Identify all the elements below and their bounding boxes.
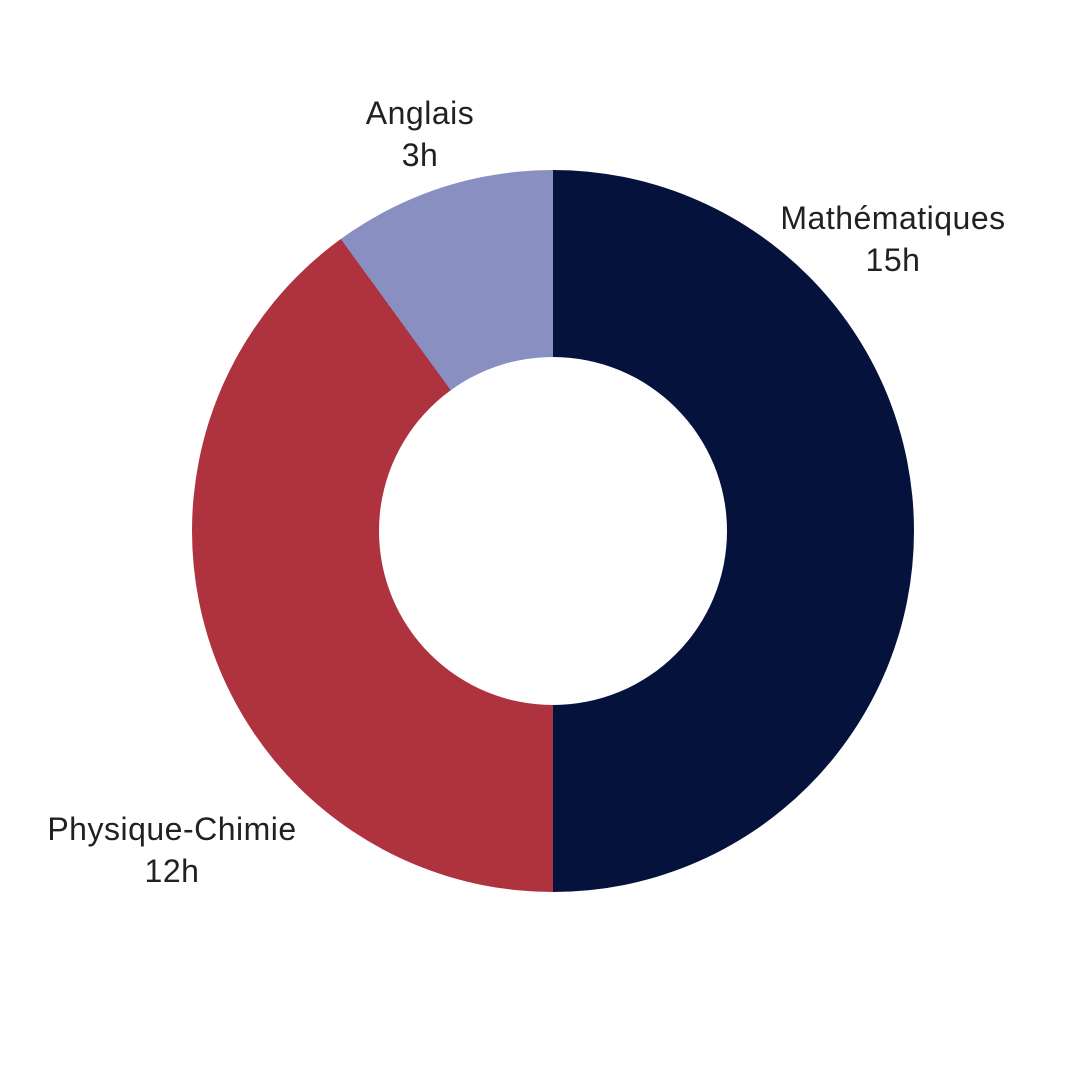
segment-name: Physique-Chimie <box>47 811 297 847</box>
segment-label-physique-chimie: Physique-Chimie 12h <box>47 808 296 892</box>
donut-chart <box>192 170 914 892</box>
segment-label-mathematiques: Mathématiques 15h <box>780 197 1005 281</box>
segment-name: Mathématiques <box>780 200 1006 236</box>
segment-value: 3h <box>401 137 439 173</box>
segment-name: Anglais <box>365 95 475 131</box>
segment-value: 12h <box>144 853 200 889</box>
segment-value: 15h <box>865 242 921 278</box>
donut-hole <box>379 357 727 705</box>
segment-label-anglais: Anglais 3h <box>366 92 474 176</box>
